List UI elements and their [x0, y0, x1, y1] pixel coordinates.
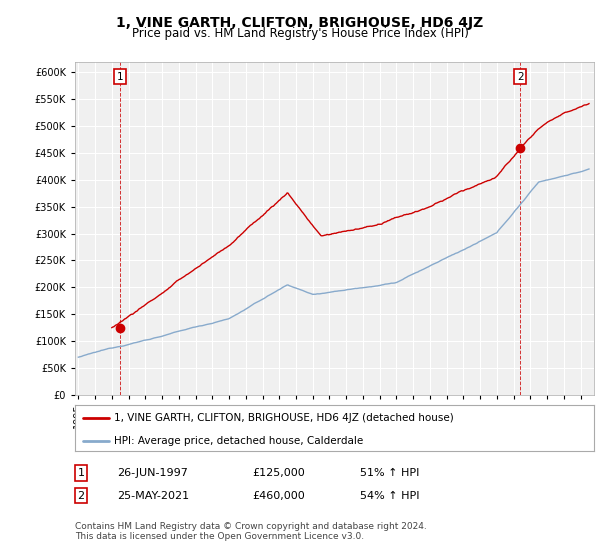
Text: 1, VINE GARTH, CLIFTON, BRIGHOUSE, HD6 4JZ: 1, VINE GARTH, CLIFTON, BRIGHOUSE, HD6 4…	[116, 16, 484, 30]
Text: 1, VINE GARTH, CLIFTON, BRIGHOUSE, HD6 4JZ (detached house): 1, VINE GARTH, CLIFTON, BRIGHOUSE, HD6 4…	[114, 413, 454, 423]
Text: HPI: Average price, detached house, Calderdale: HPI: Average price, detached house, Cald…	[114, 436, 363, 446]
Text: 25-MAY-2021: 25-MAY-2021	[117, 491, 189, 501]
Text: £460,000: £460,000	[252, 491, 305, 501]
Text: 54% ↑ HPI: 54% ↑ HPI	[360, 491, 419, 501]
Text: 51% ↑ HPI: 51% ↑ HPI	[360, 468, 419, 478]
Text: Price paid vs. HM Land Registry's House Price Index (HPI): Price paid vs. HM Land Registry's House …	[131, 27, 469, 40]
Text: 2: 2	[77, 491, 85, 501]
Text: £125,000: £125,000	[252, 468, 305, 478]
Text: 26-JUN-1997: 26-JUN-1997	[117, 468, 188, 478]
Text: 1: 1	[116, 72, 123, 82]
Text: 1: 1	[77, 468, 85, 478]
Text: Contains HM Land Registry data © Crown copyright and database right 2024.
This d: Contains HM Land Registry data © Crown c…	[75, 522, 427, 542]
Text: 2: 2	[517, 72, 524, 82]
